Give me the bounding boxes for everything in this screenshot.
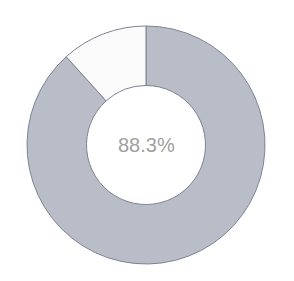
svg-text:88.3%: 88.3% [118,134,175,156]
